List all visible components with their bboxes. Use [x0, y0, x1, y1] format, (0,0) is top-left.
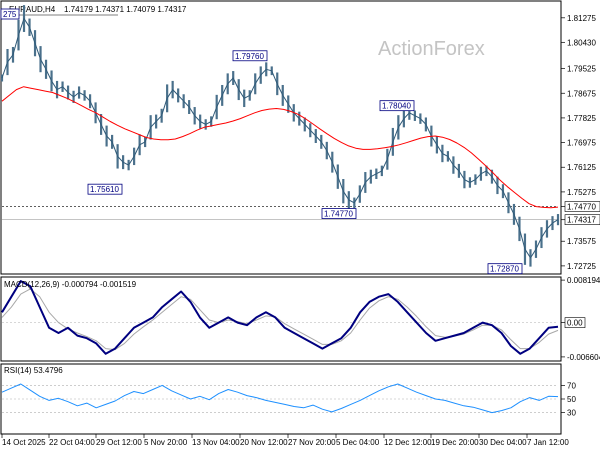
x-tick-label: 29 Oct 12:00	[96, 438, 142, 447]
price-y-tick-label: 1.81275	[567, 14, 596, 23]
price-line	[1, 18, 559, 259]
x-tick-label: 22 Oct 04:00	[49, 438, 95, 447]
price-y-tick-label: 1.74770	[567, 203, 596, 212]
x-tick-label: 30 Dec 04:00	[479, 438, 527, 447]
price-y-tick-label: 1.76125	[567, 163, 596, 172]
price-y-tick-label: 1.76975	[567, 139, 596, 148]
macd-layer	[1, 280, 559, 355]
price-annotation-box	[487, 263, 523, 275]
rsi-title: RSI(14) 53.4796	[4, 366, 63, 375]
price-annotation-box	[321, 208, 357, 219]
x-tick-label: 13 Nov 04:00	[192, 438, 240, 447]
macd-title: MACD(12,26,9) -0.000794 -0.001519	[4, 280, 137, 289]
price-annotation-box	[0, 8, 20, 20]
price-level-tag	[564, 201, 600, 212]
price-annotation-label: 275	[3, 10, 17, 19]
x-tick-label: 5 Nov 20:00	[144, 438, 188, 447]
x-tick-label: 12 Dec 12:00	[384, 438, 432, 447]
price-panel-frame	[0, 0, 562, 275]
price-annotation-label: 1.72870	[490, 265, 519, 274]
macd-line	[1, 280, 559, 355]
rsi-y-tick-label: 50	[567, 395, 576, 404]
rsi-y-tick-label: 30	[567, 409, 576, 418]
rsi-panel-frame	[0, 363, 562, 435]
macd-zero-tag	[564, 317, 586, 328]
price-annotation-box	[379, 100, 415, 112]
rsi-layer	[1, 383, 559, 414]
macd-y-tick-label: 0.008194	[567, 276, 600, 285]
price-annotation-label: 1.78040	[382, 102, 411, 111]
price-annotation-label: 1.75610	[90, 185, 119, 194]
price-layer: 275 1.75610 1.79760 1.74770 1.78040 1.72870	[0, 5, 560, 275]
price-annotation-label: 1.79760	[235, 52, 264, 61]
price-y-tick-label: 1.79525	[567, 65, 596, 74]
price-y-tick-label: 1.80430	[567, 38, 596, 47]
price-annotation-box	[87, 183, 123, 195]
axis-layer: 1.81275 1.80430 1.79525 1.78675 1.77825 1.769…	[1, 14, 600, 447]
price-y-tick-label: 1.72725	[567, 262, 596, 271]
chart-ohlc: 1.74179 1.74371 1.74079 1.74317	[64, 5, 187, 14]
x-tick-label: 20 Nov 12:00	[240, 438, 288, 447]
x-tick-label: 5 Dec 04:00	[336, 438, 380, 447]
price-y-tick-label: 1.73575	[567, 237, 596, 246]
x-tick-label: 19 Dec 20:00	[431, 438, 479, 447]
price-annotation-label: 1.74770	[324, 210, 353, 219]
rsi-line	[1, 383, 559, 414]
price-y-tick-label: 1.74317	[567, 216, 596, 225]
price-y-tick-label: 1.77825	[567, 114, 596, 123]
macd-y-tick-label: 0.00	[567, 319, 583, 328]
macd-signal-line	[1, 288, 559, 351]
x-tick-label: 14 Oct 2025	[2, 438, 46, 447]
watermark: ActionForex	[378, 38, 485, 60]
macd-panel-frame	[0, 276, 562, 362]
price-level-tag	[564, 214, 600, 225]
macd-y-tick-label: -0.006604	[567, 353, 600, 362]
rsi-y-tick-label: 70	[567, 381, 576, 390]
price-y-tick-label: 1.78675	[567, 89, 596, 98]
chart-symbol: EURAUD,H4	[9, 5, 56, 14]
price-y-tick-label: 1.75275	[567, 188, 596, 197]
x-tick-label: 27 Nov 20:00	[288, 438, 336, 447]
x-tick-label: 7 Jan 12:00	[527, 438, 569, 447]
moving-average-line	[1, 86, 559, 209]
price-annotation-box	[232, 50, 268, 62]
